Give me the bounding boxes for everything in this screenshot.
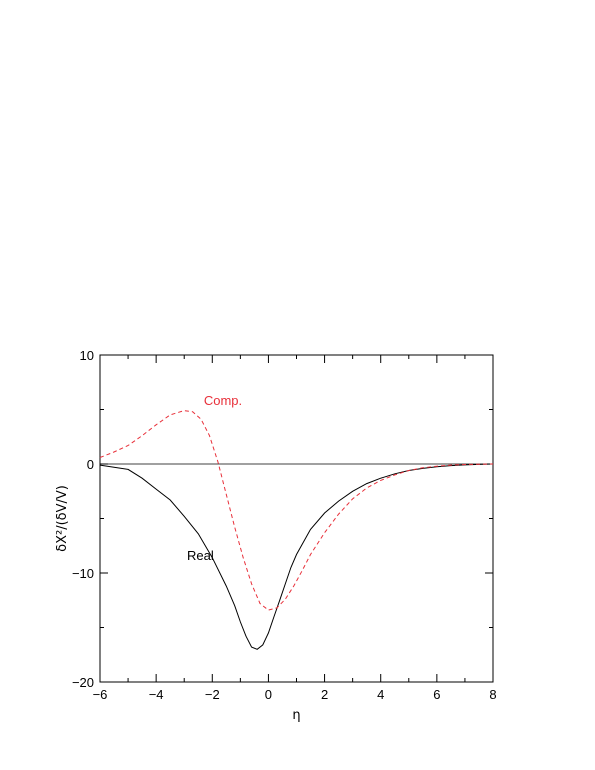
annotation-comp: Comp.	[204, 393, 242, 408]
x-tick-label: 4	[377, 687, 384, 702]
x-tick-label: −4	[149, 687, 164, 702]
y-tick-label: 0	[87, 457, 94, 472]
x-tick-label: 2	[321, 687, 328, 702]
x-axis-label: η	[292, 708, 300, 723]
y-tick-label: −10	[72, 566, 94, 581]
annotations: Comp. Real	[187, 393, 242, 563]
x-tick-label: 8	[489, 687, 496, 702]
y-tick-label: 10	[80, 348, 94, 363]
x-tick-label: 0	[265, 687, 272, 702]
y-axis-label: δX²/(δV/V)	[55, 485, 70, 552]
x-tick-label: 6	[433, 687, 440, 702]
x-tick-label: −6	[93, 687, 108, 702]
series-layer	[99, 410, 494, 650]
x-tick-label: −2	[205, 687, 220, 702]
y-tick-label: −20	[72, 675, 94, 690]
annotation-real: Real	[187, 548, 214, 563]
series-line-real	[99, 463, 494, 650]
axis-ticks	[99, 354, 494, 683]
series-line-comp	[99, 410, 494, 611]
plot-frame	[99, 354, 494, 683]
